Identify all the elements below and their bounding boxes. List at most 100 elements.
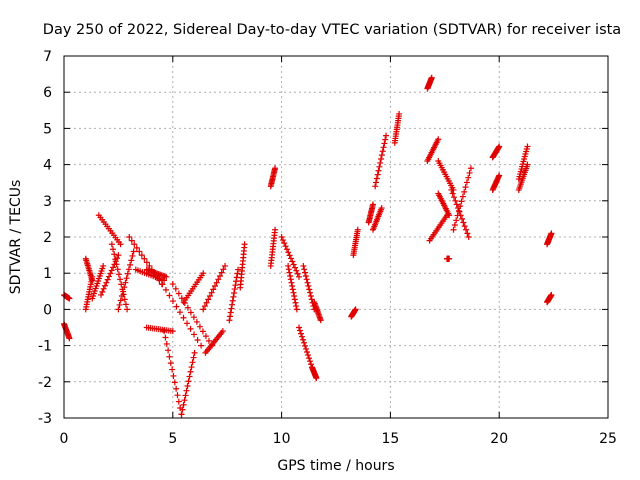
data-point [170, 372, 177, 379]
data-point [206, 293, 213, 300]
data-point [228, 305, 235, 312]
data-point [129, 252, 136, 259]
data-point [163, 340, 170, 347]
data-point [296, 273, 303, 280]
data-point [458, 198, 465, 205]
data-point [169, 366, 176, 373]
data-point [302, 269, 309, 276]
data-point [230, 293, 237, 300]
data-point [152, 270, 159, 277]
data-point [203, 299, 210, 306]
data-point [181, 397, 188, 404]
data-point [352, 306, 359, 313]
data-point [155, 275, 162, 282]
y-tick-label: -3 [38, 411, 52, 427]
data-point [272, 165, 279, 172]
data-point [110, 246, 117, 253]
data-point [104, 276, 111, 283]
data-point [173, 303, 180, 310]
data-point [199, 328, 206, 335]
data-point [108, 241, 115, 248]
data-point [241, 241, 248, 248]
data-point [289, 258, 296, 265]
data-point [453, 201, 460, 208]
data-point [185, 378, 192, 385]
data-point [208, 289, 215, 296]
data-point [118, 281, 125, 288]
data-point [200, 306, 207, 313]
data-point [496, 143, 503, 150]
data-point [169, 298, 176, 305]
data-point [227, 309, 234, 316]
data-point [301, 339, 308, 346]
data-point [169, 328, 176, 335]
data-point [307, 358, 314, 365]
data-point [288, 279, 295, 286]
y-tick-label: 2 [43, 230, 52, 246]
data-point [124, 306, 131, 313]
data-point [175, 290, 182, 297]
data-point [122, 301, 129, 308]
y-tick-label: 6 [43, 85, 52, 101]
data-point [210, 286, 217, 293]
data-point [289, 286, 296, 293]
data-point [191, 331, 198, 338]
data-point [378, 152, 385, 159]
data-point [102, 282, 109, 289]
data-point [460, 219, 467, 226]
data-point [298, 330, 305, 337]
data-point [66, 295, 73, 302]
data-point [291, 296, 298, 303]
data-point [291, 264, 298, 271]
data-point [272, 226, 279, 233]
data-point [313, 375, 320, 382]
data-point [174, 392, 181, 399]
data-point [292, 299, 299, 306]
data-point [379, 148, 386, 155]
data-point [100, 262, 107, 269]
data-point [293, 303, 300, 310]
data-point [176, 309, 183, 316]
data-point [128, 237, 135, 244]
data-point [106, 273, 113, 280]
data-point [291, 293, 298, 300]
data-point [211, 283, 218, 290]
x-axis-label: GPS time / hours [277, 458, 394, 474]
x-tick-label: 25 [599, 431, 617, 447]
data-point [184, 304, 191, 311]
data-point [381, 140, 388, 147]
data-points [61, 74, 555, 418]
data-point [282, 243, 289, 250]
data-point [187, 325, 194, 332]
data-point [115, 271, 122, 278]
data-point [66, 335, 73, 342]
data-point [103, 279, 110, 286]
data-point [428, 74, 435, 81]
data-point [317, 317, 324, 324]
data-point [127, 261, 134, 268]
data-point [524, 161, 531, 168]
data-point [114, 266, 121, 273]
data-point [120, 288, 127, 295]
data-point [297, 327, 304, 334]
data-point [396, 110, 403, 117]
axis-ticks [63, 55, 609, 419]
data-point [303, 345, 310, 352]
data-point [461, 223, 468, 230]
data-point [279, 237, 286, 244]
x-tick-label: 10 [273, 431, 291, 447]
y-tick-label: -2 [38, 375, 52, 391]
data-point [99, 288, 106, 295]
data-point [202, 333, 209, 340]
data-point [465, 174, 472, 181]
data-point [226, 317, 233, 324]
data-point [136, 248, 143, 255]
data-point [464, 230, 471, 237]
data-point [283, 246, 290, 253]
data-point [189, 359, 196, 366]
chart-title: Day 250 of 2022, Sidereal Day-to-day VTE… [43, 22, 621, 38]
data-point [354, 226, 361, 233]
data-point [459, 215, 466, 222]
data-point [173, 385, 180, 392]
data-point [113, 261, 120, 268]
